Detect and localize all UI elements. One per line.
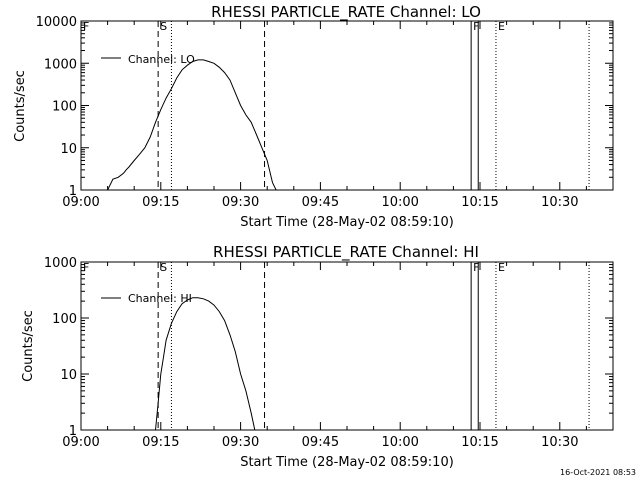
y-tick-label: 1 [69, 184, 77, 199]
y-tick-label: 10 [60, 368, 77, 383]
x-ticks: 09:00 09:15 09:30 09:45 10:00 10:15 10:30 [62, 262, 587, 450]
date-stamp: 16-Oct-2021 08:53 [560, 468, 636, 477]
event-marker-label: F [473, 20, 479, 33]
y-tick-label: 10000 [36, 15, 77, 30]
x-tick-label: 09:15 [142, 195, 179, 210]
x-tick-label: 09:00 [62, 195, 99, 210]
x-tick-label: 09:00 [62, 435, 99, 450]
y-tick-label: 10 [60, 142, 77, 157]
y-ticks: 1 10 100 1000 [44, 256, 613, 439]
x-tick-label: 10:15 [461, 435, 498, 450]
event-marker-label: F [83, 261, 89, 274]
y-tick-label: 1 [69, 424, 77, 439]
x-tick-label: 09:15 [142, 435, 179, 450]
x-tick-label: 10:15 [461, 195, 498, 210]
x-tick-label: 10:30 [541, 195, 578, 210]
x-tick-label: 09:30 [222, 195, 259, 210]
legend-label: Channel: LO [128, 53, 195, 66]
x-axis-label: Start Time (28-May-02 08:59:10) [240, 455, 454, 470]
x-tick-label: 10:30 [541, 435, 578, 450]
x-tick-label: 09:30 [222, 435, 259, 450]
x-ticks: 09:00 09:15 09:30 09:45 10:00 10:15 10:30 [62, 21, 587, 210]
event-marker-label: S [160, 20, 167, 33]
event-marker-label: E [498, 261, 505, 274]
chart-title: RHESSI PARTICLE_RATE Channel: LO [211, 3, 481, 22]
y-tick-label: 1000 [44, 57, 77, 72]
y-ticks: 1 10 100 1000 10000 [36, 15, 613, 199]
x-axis-label: Start Time (28-May-02 08:59:10) [240, 215, 454, 230]
x-tick-label: 09:45 [302, 195, 339, 210]
x-tick-label: 09:45 [302, 435, 339, 450]
event-marker-label: F [473, 261, 479, 274]
legend: Channel: LO [101, 53, 195, 66]
event-marker-label: F [83, 20, 89, 33]
chart-title: RHESSI PARTICLE_RATE Channel: HI [213, 243, 479, 262]
legend: Channel: HI [101, 292, 192, 305]
x-tick-label: 10:00 [381, 435, 418, 450]
event-marker-label: E [498, 20, 505, 33]
series-line-lo [107, 59, 277, 191]
panel-lo: RHESSI PARTICLE_RATE Channel: LO Counts/… [13, 3, 614, 230]
y-tick-label: 100 [52, 100, 77, 115]
x-tick-label: 10:00 [381, 195, 418, 210]
series-line-hi [155, 297, 256, 431]
event-marker-label: S [160, 261, 167, 274]
panel-hi: RHESSI PARTICLE_RATE Channel: HI Counts/… [21, 243, 614, 470]
y-tick-label: 1000 [44, 256, 77, 271]
y-axis-label: Counts/sec [13, 70, 28, 142]
legend-label: Channel: HI [128, 292, 192, 305]
y-axis-label: Counts/sec [21, 310, 36, 382]
y-tick-label: 100 [52, 312, 77, 327]
